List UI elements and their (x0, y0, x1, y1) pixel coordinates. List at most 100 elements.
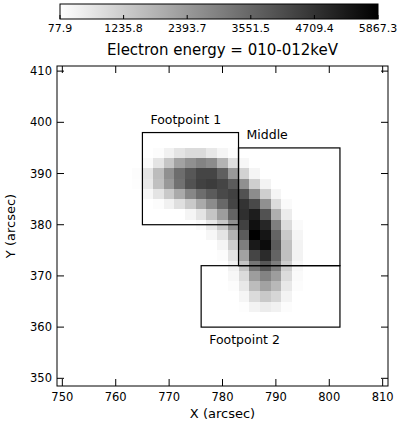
heatmap-cell (206, 199, 217, 210)
heatmap-cell (217, 312, 228, 323)
heatmap-cell (228, 189, 239, 200)
heatmap-cell (281, 189, 292, 200)
x-tick (222, 379, 223, 386)
heatmap-cell (174, 302, 185, 313)
heatmap-cell (303, 291, 314, 302)
heatmap-cell (281, 148, 292, 159)
heatmap-cell (260, 179, 271, 190)
heatmap-cell (142, 138, 153, 149)
heatmap-cell (174, 168, 185, 179)
heatmap-cell (142, 302, 153, 313)
heatmap-cell (142, 312, 153, 323)
heatmap-cell (196, 158, 207, 169)
heatmap-cell (164, 271, 175, 282)
heatmap-cell (260, 250, 271, 261)
x-tick (382, 379, 383, 386)
colorbar-tick-label: 3551.5 (232, 22, 271, 35)
x-tick-label: 780 (212, 390, 234, 404)
heatmap-cell (132, 220, 143, 231)
heatmap-cell (303, 158, 314, 169)
heatmap-cell (239, 168, 250, 179)
heatmap-cell (271, 220, 282, 231)
heatmap-cell (281, 220, 292, 231)
heatmap-cell (281, 302, 292, 313)
heatmap-cell (164, 240, 175, 251)
heatmap-cell (132, 302, 143, 313)
heatmap-cell (132, 261, 143, 272)
heatmap-cell (228, 281, 239, 292)
heatmap (132, 127, 340, 327)
heatmap-cell (239, 220, 250, 231)
heatmap-cell (271, 179, 282, 190)
heatmap-cell (239, 271, 250, 282)
x-tick-label: 800 (318, 390, 340, 404)
colorbar-tick-label: 4709.4 (295, 22, 334, 35)
heatmap-cell (217, 189, 228, 200)
heatmap-cell (271, 271, 282, 282)
y-tick (57, 327, 64, 328)
heatmap-cell (196, 189, 207, 200)
heatmap-cell (132, 148, 143, 159)
heatmap-cell (196, 240, 207, 251)
heatmap-cell (206, 148, 217, 159)
heatmap-cell (249, 240, 260, 251)
heatmap-cell (185, 209, 196, 220)
heatmap-cell (292, 271, 303, 282)
heatmap-cell (303, 271, 314, 282)
heatmap-cell (206, 230, 217, 241)
heatmap-cell (260, 189, 271, 200)
chart: 77.91235.82393.73551.54709.45867.3Electr… (0, 0, 403, 424)
heatmap-cell (164, 250, 175, 261)
heatmap-cell (303, 281, 314, 292)
heatmap-cell (260, 312, 271, 323)
heatmap-cell (249, 189, 260, 200)
heatmap-cell (249, 148, 260, 159)
colorbar-tick (250, 15, 251, 19)
heatmap-cell (164, 230, 175, 241)
x-tick (115, 66, 116, 73)
heatmap-cell (132, 209, 143, 220)
heatmap-cell (303, 189, 314, 200)
y-tick (381, 71, 388, 72)
heatmap-cell (132, 199, 143, 210)
heatmap-cell (292, 302, 303, 313)
heatmap-cell (132, 127, 143, 138)
heatmap-cell (303, 179, 314, 190)
heatmap-cell (174, 158, 185, 169)
y-tick-label: 380 (30, 218, 52, 232)
heatmap-cell (153, 302, 164, 313)
heatmap-cell (292, 168, 303, 179)
heatmap-cell (271, 312, 282, 323)
heatmap-cell (239, 230, 250, 241)
heatmap-cell (174, 199, 185, 210)
colorbar-tick (187, 15, 188, 19)
heatmap-cell (239, 281, 250, 292)
heatmap-cell (239, 302, 250, 313)
heatmap-cell (217, 138, 228, 149)
colorbar (60, 4, 378, 19)
region-box (142, 133, 238, 225)
heatmap-cell (260, 220, 271, 231)
heatmap-cell (292, 281, 303, 292)
heatmap-cell (228, 199, 239, 210)
heatmap-cell (228, 179, 239, 190)
heatmap-cell (303, 127, 314, 138)
colorbar-tick-label: 2393.7 (168, 22, 207, 35)
heatmap-cell (153, 291, 164, 302)
heatmap-cell (249, 199, 260, 210)
region-label: Footpoint 2 (209, 332, 280, 347)
heatmap-cell (153, 281, 164, 292)
heatmap-cell (271, 240, 282, 251)
heatmap-cell (164, 148, 175, 159)
heatmap-cell (174, 209, 185, 220)
heatmap-cell (185, 199, 196, 210)
heatmap-cell (292, 230, 303, 241)
heatmap-cell (249, 271, 260, 282)
x-tick-label: 760 (105, 390, 127, 404)
heatmap-cell (271, 148, 282, 159)
heatmap-cell (292, 220, 303, 231)
heatmap-cell (196, 209, 207, 220)
heatmap-cell (153, 189, 164, 200)
heatmap-cell (281, 230, 292, 241)
heatmap-cell (142, 209, 153, 220)
